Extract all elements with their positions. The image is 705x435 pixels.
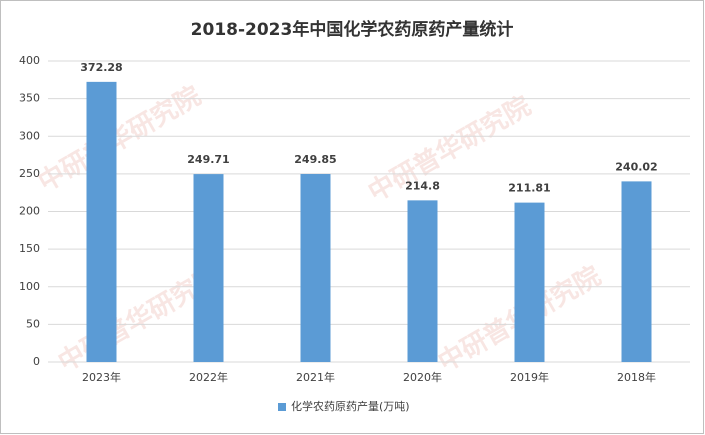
bar	[407, 200, 438, 362]
value-label: 240.02	[615, 160, 657, 173]
x-tick-label: 2021年	[296, 370, 335, 384]
bar	[300, 173, 331, 362]
x-tick-label: 2019年	[510, 370, 549, 384]
bar	[514, 202, 545, 362]
legend-label: 化学农药原药产量(万吨)	[291, 399, 410, 413]
x-tick-label: 2020年	[403, 370, 442, 384]
x-tick-label: 2022年	[189, 370, 228, 384]
y-tick-label: 400	[19, 54, 40, 67]
y-tick-label: 0	[33, 355, 40, 368]
y-tick-label: 50	[26, 317, 40, 330]
x-tick-label: 2018年	[617, 370, 656, 384]
y-tick-label: 200	[19, 205, 40, 218]
bar	[193, 174, 224, 362]
y-tick-label: 150	[19, 242, 40, 255]
value-label: 249.71	[187, 153, 229, 166]
y-tick-label: 100	[19, 280, 40, 293]
value-label: 211.81	[508, 182, 550, 195]
y-tick-label: 350	[19, 92, 40, 105]
bar	[621, 181, 652, 362]
value-label: 214.8	[405, 179, 440, 192]
value-label: 372.28	[80, 61, 122, 74]
value-label: 249.85	[294, 153, 336, 166]
x-tick-label: 2023年	[82, 370, 121, 384]
legend-swatch	[278, 403, 286, 411]
y-tick-label: 300	[19, 129, 40, 142]
y-tick-label: 250	[19, 167, 40, 180]
bar	[86, 81, 117, 362]
chart-title: 2018-2023年中国化学农药原药产量统计	[191, 19, 514, 40]
